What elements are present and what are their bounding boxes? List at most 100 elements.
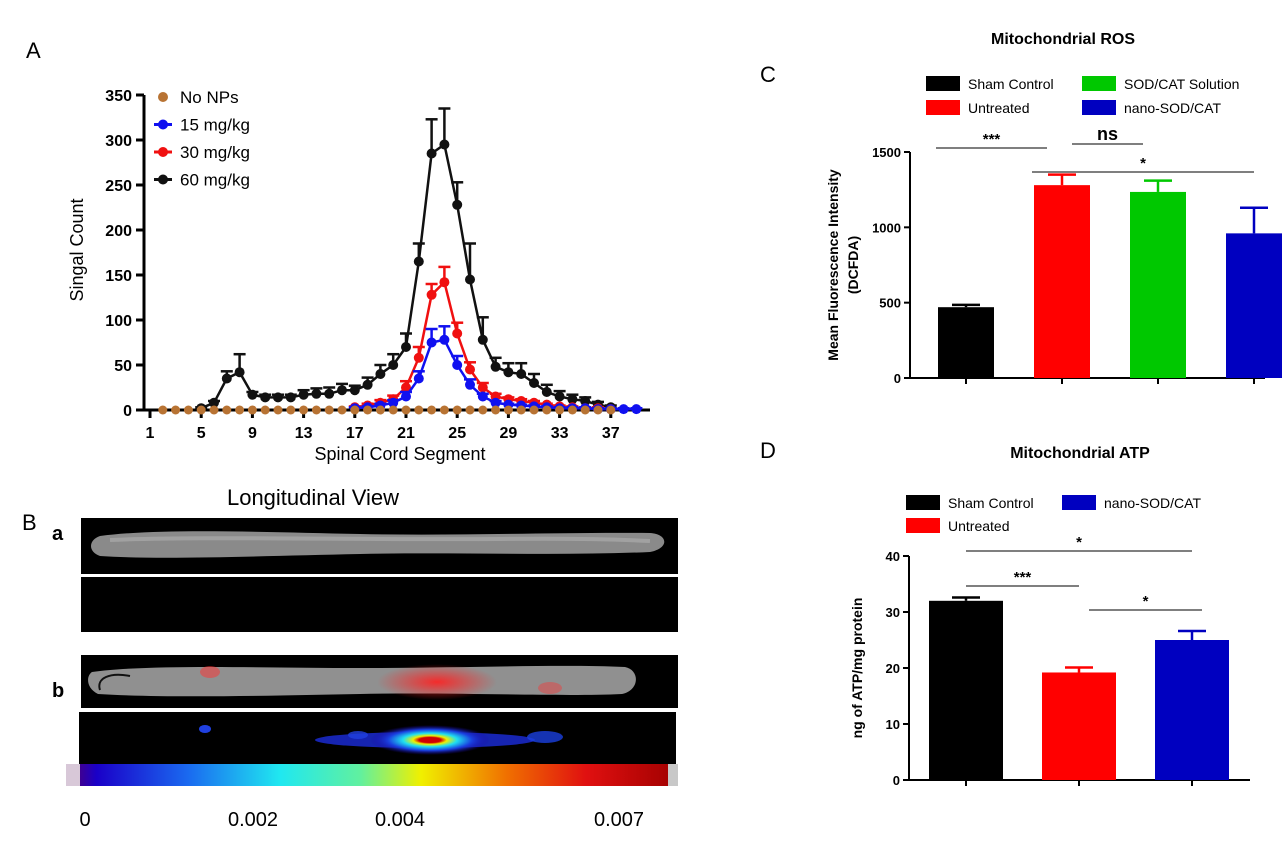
chart-c-legend-swatch	[926, 76, 960, 91]
chart-a-y-tick-label: 200	[105, 223, 132, 240]
chart-a-data-point	[273, 392, 283, 403]
chart-d-bar	[1042, 672, 1116, 780]
chart-a-data-point	[401, 391, 411, 402]
chart-c-bar	[1130, 191, 1186, 378]
chart-c-legend-label: Sham Control	[968, 76, 1054, 92]
chart-c-sig-label: ***	[983, 131, 1001, 148]
chart-d-sig-label: *	[1143, 593, 1149, 610]
chart-a-x-tick-label: 33	[551, 425, 569, 442]
chart-d-title: Mitochondrial ATP	[1010, 445, 1150, 462]
chart-d-y-tick-label: 20	[886, 661, 900, 676]
chart-c-ros: 0 500 1000 1500 *** ns * Sham Control SOD/CAT …	[825, 76, 1282, 386]
panel-d-letter: D	[760, 438, 776, 463]
chart-d-bar	[929, 600, 1003, 780]
chart-a-data-point	[529, 405, 539, 415]
chart-a-x-label: Spinal Cord Segment	[314, 444, 485, 464]
chart-a-data-point	[452, 199, 463, 210]
chart-d-legend-swatch	[906, 518, 940, 533]
chart-a-data-point	[401, 405, 411, 415]
chart-a-data-point	[273, 405, 283, 415]
chart-a-data-point	[388, 405, 398, 415]
chart-a-x-tick-label: 21	[397, 425, 415, 442]
chart-c-legend-label: Untreated	[968, 100, 1029, 116]
chart-c-legend-label: SOD/CAT Solution	[1124, 76, 1239, 92]
chart-a-data-point	[413, 256, 424, 267]
chart-a-data-point	[222, 405, 232, 415]
chart-a-data-point	[285, 392, 296, 403]
chart-c-sig-label: *	[1140, 155, 1146, 172]
chart-a-data-point	[183, 405, 193, 415]
chart-a-y-tick-label: 0	[123, 403, 132, 420]
chart-d-y-tick-label: 10	[886, 717, 900, 732]
chart-c-legend-swatch	[1082, 76, 1116, 91]
chart-a-data-point	[363, 405, 373, 415]
chart-c-y-tick-label: 1000	[872, 220, 901, 235]
chart-a-data-point	[247, 389, 258, 400]
chart-a-data-point	[465, 274, 475, 285]
chart-a-legend-marker	[158, 92, 168, 102]
chart-a-y-label: Singal Count	[67, 198, 87, 301]
chart-a-data-point	[413, 352, 424, 363]
chart-a-data-point	[567, 394, 578, 405]
chart-d-sig-label: *	[1076, 534, 1082, 551]
chart-a-data-point	[555, 405, 565, 415]
chart-a-data-point	[375, 369, 386, 379]
chart-d-y-ticks: 0 10 20 30 40	[886, 549, 909, 788]
chart-d-annotations: *****	[966, 534, 1202, 611]
chart-a-series	[158, 107, 643, 415]
chart-c-annotations: *** ns *	[936, 124, 1254, 173]
chart-a-y-tick-label: 350	[105, 88, 132, 105]
chart-a-data-point	[452, 360, 463, 370]
chart-a-legend-marker	[158, 119, 168, 130]
chart-a-data-point	[388, 360, 399, 370]
chart-a-data-point	[427, 405, 437, 415]
chart-a-data-point	[439, 277, 450, 288]
chart-a-data-point	[490, 361, 501, 372]
chart-a-x-tick-label: 13	[295, 425, 313, 442]
chart-a-data-point	[324, 388, 335, 399]
chart-c-bars	[938, 173, 1282, 384]
colorbar: 0 0.002 0.004 0.007	[66, 764, 678, 831]
chart-a-legend: No NPs 15 mg/kg 30 mg/kg 60 mg/kg	[154, 88, 250, 190]
chart-d-legend-swatch	[1062, 495, 1096, 510]
chart-a-data-point	[209, 405, 219, 415]
chart-a-data-point	[413, 373, 424, 384]
chart-c-sig-label: ns	[1097, 124, 1118, 144]
chart-a-data-point	[465, 364, 475, 375]
chart-a-y-tick-label: 50	[114, 358, 132, 375]
chart-a-data-point	[349, 385, 360, 396]
chart-a-data-point	[158, 405, 168, 415]
chart-c-bar	[1034, 185, 1090, 378]
chart-a-data-point	[247, 405, 257, 415]
chart-d-y-tick-label: 40	[886, 549, 900, 564]
chart-d-bars	[929, 596, 1229, 786]
chart-a-data-point	[477, 334, 488, 345]
chart-d-legend-swatch	[906, 495, 940, 510]
chart-a-data-point	[375, 405, 385, 415]
panel-a-letter: A	[26, 38, 41, 63]
chart-a-data-point	[260, 405, 270, 415]
chart-a-data-point	[171, 405, 181, 415]
chart-a-data-point	[580, 396, 591, 406]
chart-a-data-point	[401, 342, 411, 352]
chart-d-y-tick-label: 30	[886, 605, 900, 620]
chart-a-data-point	[465, 379, 475, 390]
chart-a-data-point	[631, 404, 642, 415]
chart-c-y-ticks: 0 500 1000 1500	[872, 145, 910, 386]
chart-a-data-point	[234, 367, 245, 378]
chart-a-data-point	[426, 148, 437, 159]
chart-a-data-point	[554, 391, 565, 402]
chart-c-legend-label: nano-SOD/CAT	[1124, 100, 1221, 116]
chart-a-legend-label: 30 mg/kg	[180, 143, 250, 162]
chart-d-legend-label: nano-SOD/CAT	[1104, 495, 1201, 511]
chart-a-data-point	[439, 405, 449, 415]
chart-a-series-0	[158, 405, 616, 415]
chart-c-y-label-line: Mean Fluorescence Intensity	[825, 169, 841, 361]
panel-c-letter: C	[760, 62, 776, 87]
chart-d-legend-label: Sham Control	[948, 495, 1034, 511]
chart-a-x-tick-label: 17	[346, 425, 364, 442]
chart-a-data-point	[209, 397, 219, 408]
chart-a-data-point	[478, 405, 488, 415]
chart-a-x-tick-label: 29	[500, 425, 518, 442]
chart-a-data-point	[401, 382, 411, 393]
